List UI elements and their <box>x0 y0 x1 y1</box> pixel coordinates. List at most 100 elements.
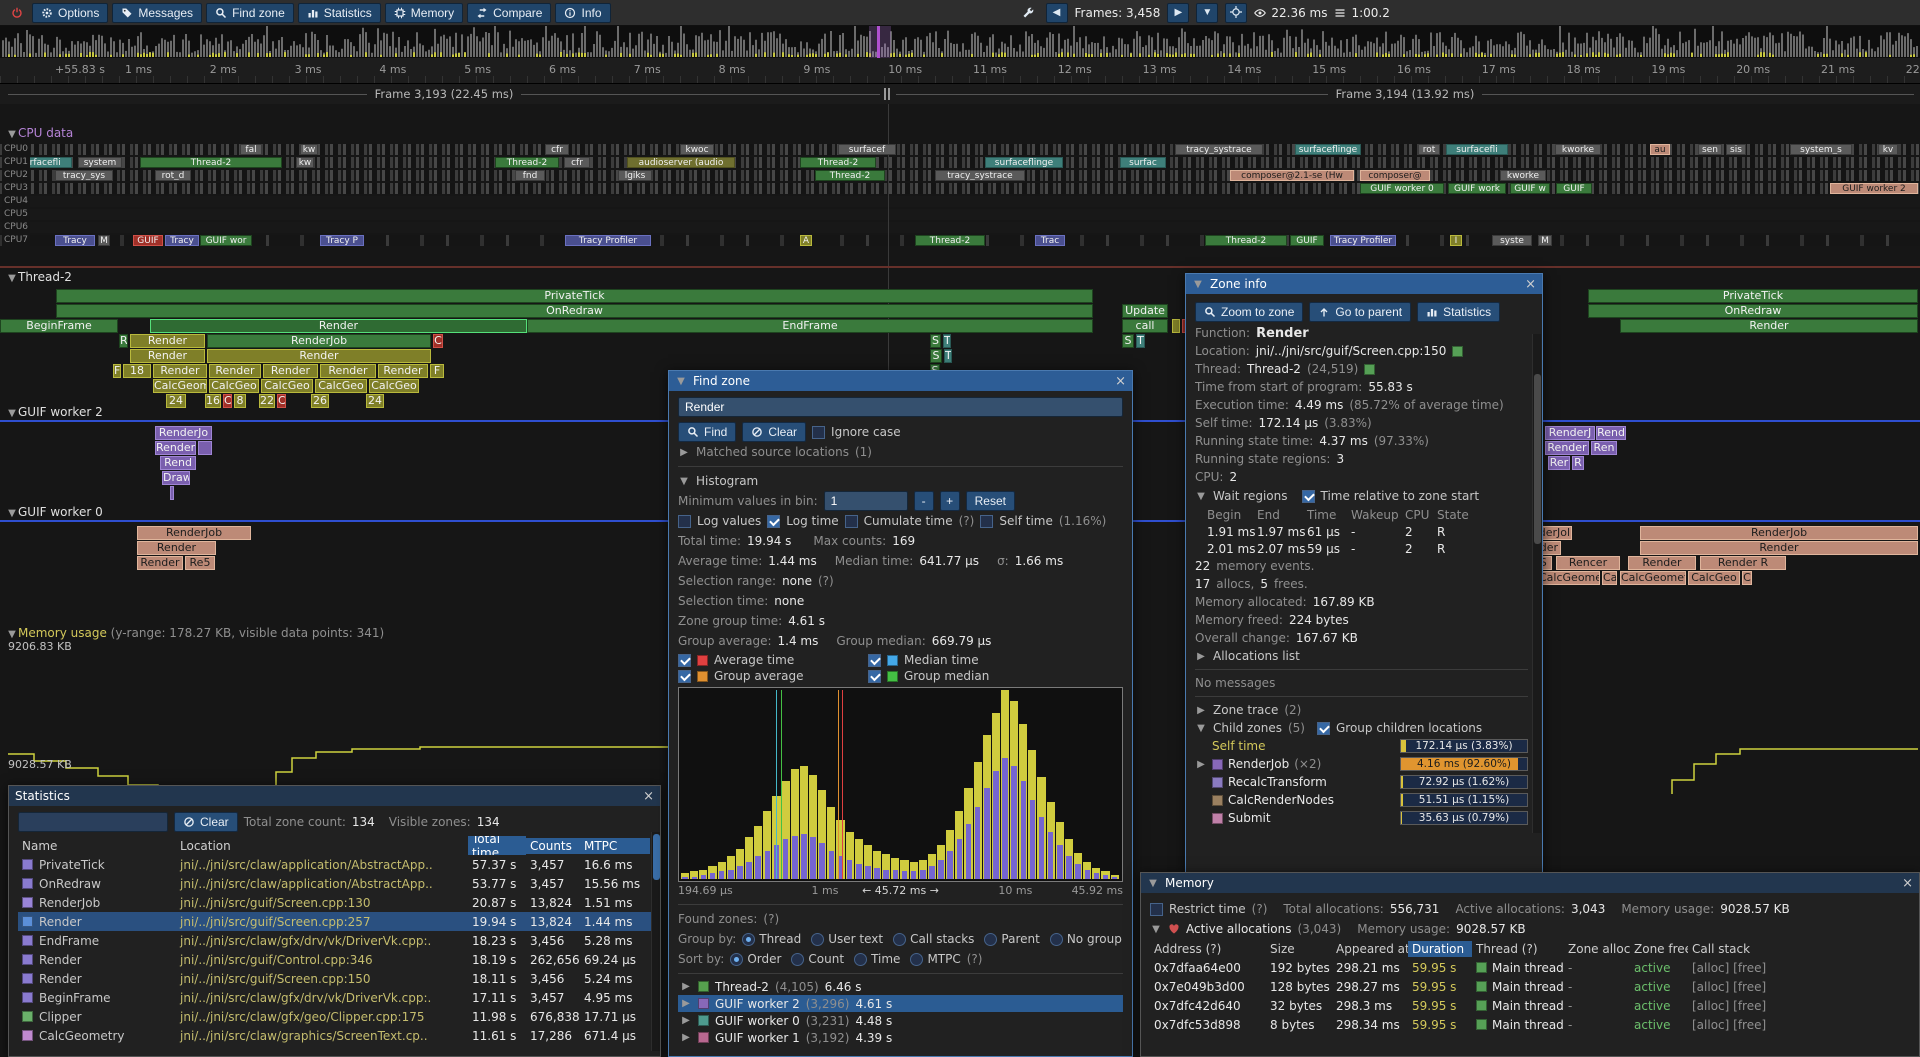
group-by-radio[interactable] <box>1049 932 1063 946</box>
timeline-zone[interactable]: R <box>1572 456 1584 470</box>
power-button[interactable] <box>8 4 25 21</box>
timeline-zone[interactable]: CalcGeome <box>153 379 207 393</box>
option-checkbox-cumulate-time[interactable] <box>844 514 858 528</box>
cpu-segment[interactable]: kwoc <box>680 144 714 155</box>
reset-button[interactable]: Reset <box>965 491 1015 511</box>
cpu-row[interactable] <box>0 196 1920 207</box>
cpu-segment[interactable]: fal <box>240 144 262 155</box>
alloc-column-header[interactable]: Thread (?) <box>1476 941 1538 956</box>
found-zone-group-row[interactable]: ▶ GUIF worker 0 (3,231) 4.48 s <box>678 1012 1123 1029</box>
found-zone-group-row[interactable]: ▶ GUIF worker 1 (3,192) 4.39 s <box>678 1029 1123 1046</box>
cpu-row[interactable] <box>0 144 1920 155</box>
timeline-zone[interactable]: CalcGeo <box>315 379 367 393</box>
memory-titlebar[interactable]: ▼ Memory × <box>1141 873 1919 893</box>
timeline-zone[interactable]: Render <box>207 349 431 363</box>
timeline-zone[interactable]: Render <box>137 556 183 570</box>
expander-icon[interactable]: ▶ <box>682 998 690 1009</box>
cpu-segment[interactable]: GUIF w <box>1510 183 1550 194</box>
timeline-zone[interactable]: PrivateTick <box>1588 289 1918 303</box>
found-zone-group-row[interactable]: ▶ Thread-2 (4,105) 6.46 s <box>678 978 1123 995</box>
child-zone-row[interactable]: CalcRenderNodes 51.51 μs (1.15%) <box>1195 791 1528 809</box>
allocation-row[interactable]: 0x7dfc42d640 32 bytes 298.3 ms 59.95 s Main … <box>1150 996 1910 1015</box>
guif-worker2-header[interactable]: ▼ GUIF worker 2 <box>8 405 103 419</box>
cpu-segment[interactable]: Thread-2 <box>1205 235 1287 246</box>
stats-table-header[interactable]: Name Location Total time Counts MTPC <box>18 836 651 855</box>
timeline-zone[interactable]: Render R <box>1700 556 1786 570</box>
collapse-icon[interactable]: ▼ <box>677 375 685 387</box>
sort-by-radio[interactable] <box>910 952 924 966</box>
timeline-zone[interactable]: BeginFrame <box>0 319 118 333</box>
cpu-segment[interactable]: M <box>98 235 110 246</box>
cpu-segment[interactable]: rot_d <box>155 170 191 181</box>
timeline-zone[interactable]: 22 <box>259 394 275 408</box>
cpu-segment[interactable]: kw <box>296 157 314 168</box>
expander-icon[interactable]: ▶ <box>682 1032 690 1043</box>
cpu-segment[interactable]: kw <box>300 144 318 155</box>
legend-checkbox[interactable] <box>868 653 881 667</box>
go-to-parent-button[interactable]: Go to parent <box>1309 302 1412 322</box>
timeline-zone[interactable]: C <box>277 394 286 408</box>
cpu-segment[interactable]: Thread-2 <box>140 157 282 168</box>
stats-row[interactable]: EndFrame jni/../jni/src/claw/gfx/drv/vk/D… <box>18 931 651 950</box>
timeline-zone[interactable]: 24 <box>366 394 384 408</box>
statistics-button[interactable]: Statistics <box>1417 302 1501 322</box>
clear-button[interactable]: Clear <box>742 422 807 442</box>
cpu-segment[interactable]: Tracy <box>165 235 199 246</box>
prev-frame-button[interactable]: ◀ <box>1045 2 1068 23</box>
timeline-zone[interactable]: F <box>113 364 121 378</box>
memory-usage-graph[interactable] <box>0 622 1920 794</box>
timeline-zone[interactable]: Render <box>378 364 428 378</box>
timeline-zone[interactable]: OnRedraw <box>56 304 1093 318</box>
timeline-zone[interactable]: Render <box>150 319 527 333</box>
expander-icon[interactable]: ▶ <box>682 981 690 992</box>
timeline-zone[interactable]: 24 <box>166 394 186 408</box>
timeline-zone[interactable]: C <box>1742 571 1752 585</box>
allocation-row[interactable]: 0x7dfc53d898 8 bytes 298.34 ms 59.95 s Main … <box>1150 1015 1910 1034</box>
timeline-zone[interactable]: Render <box>130 334 205 348</box>
timeline-zone[interactable]: EndFrame <box>527 319 1093 333</box>
cpu-row[interactable] <box>0 209 1920 220</box>
alloc-column-header[interactable]: Appeared at <box>1336 941 1408 956</box>
scrollbar[interactable] <box>1532 334 1541 833</box>
wait-region-row[interactable]: 2.01 ms 2.07 ms 59 μs - 2 R <box>1207 540 1528 557</box>
timeline-zone[interactable]: CalcGeomet <box>1620 571 1686 585</box>
cpu-segment[interactable]: GUIF worker 0 <box>1360 183 1444 194</box>
min-bin-input[interactable] <box>823 491 908 511</box>
cpu-segment[interactable]: composer@ <box>1360 170 1430 181</box>
alloc-column-header[interactable]: Address (?) <box>1154 941 1222 956</box>
legend-checkbox[interactable] <box>678 653 691 667</box>
cpu-segment[interactable]: M <box>1538 235 1552 246</box>
timeline-zone[interactable]: PrivateTick <box>56 289 1093 303</box>
cpu-segment[interactable]: fnd <box>515 170 545 181</box>
timeline-zone[interactable]: Ren <box>1591 441 1617 455</box>
allocation-row[interactable]: 0x7dfaa64e00 192 bytes 298.21 ms 59.95 s Mai… <box>1150 958 1910 977</box>
child-zone-row[interactable]: ▶ RenderJob (×2) 4.16 ms (92.60%) <box>1195 755 1528 773</box>
frame-overview-strip[interactable] <box>0 26 1920 58</box>
legend-checkbox[interactable] <box>678 669 691 683</box>
cpu-segment[interactable]: kworke <box>1555 144 1601 155</box>
option-checkbox-self-time[interactable] <box>980 514 994 528</box>
timeline-zone[interactable]: Ca <box>1602 571 1617 585</box>
timeline-zone[interactable]: Render <box>1620 319 1918 333</box>
cpu-segment[interactable]: sen <box>1698 144 1722 155</box>
stats-column-header[interactable]: Total time <box>468 836 526 855</box>
find-zone-histogram[interactable] <box>678 687 1123 882</box>
expander-icon[interactable]: ▼ <box>1197 490 1205 502</box>
option-checkbox-log-values[interactable] <box>678 514 691 528</box>
cpu-segment[interactable]: I <box>1450 235 1462 246</box>
timeline-zone[interactable]: Render <box>137 541 216 555</box>
cpu-segment[interactable]: GUIF <box>1290 235 1324 246</box>
stats-column-header[interactable]: MTPC <box>580 837 650 854</box>
sort-by-radio[interactable] <box>730 952 744 966</box>
time-relative-checkbox[interactable] <box>1301 489 1315 503</box>
timeline-zone[interactable]: Render <box>1640 541 1918 555</box>
timeline-zone[interactable]: T <box>1136 334 1145 348</box>
cpu-segment[interactable]: Tracy P <box>320 235 364 246</box>
close-icon[interactable]: × <box>643 788 654 804</box>
timeline-zone[interactable]: C <box>433 334 443 348</box>
decrease-bin-button[interactable]: - <box>913 491 934 511</box>
find-zone-titlebar[interactable]: ▼ Find zone × <box>669 371 1132 391</box>
cpu-row[interactable] <box>0 222 1920 233</box>
tools-wrench-icon[interactable] <box>1017 3 1039 23</box>
stats-column-header[interactable]: Name <box>22 838 58 853</box>
